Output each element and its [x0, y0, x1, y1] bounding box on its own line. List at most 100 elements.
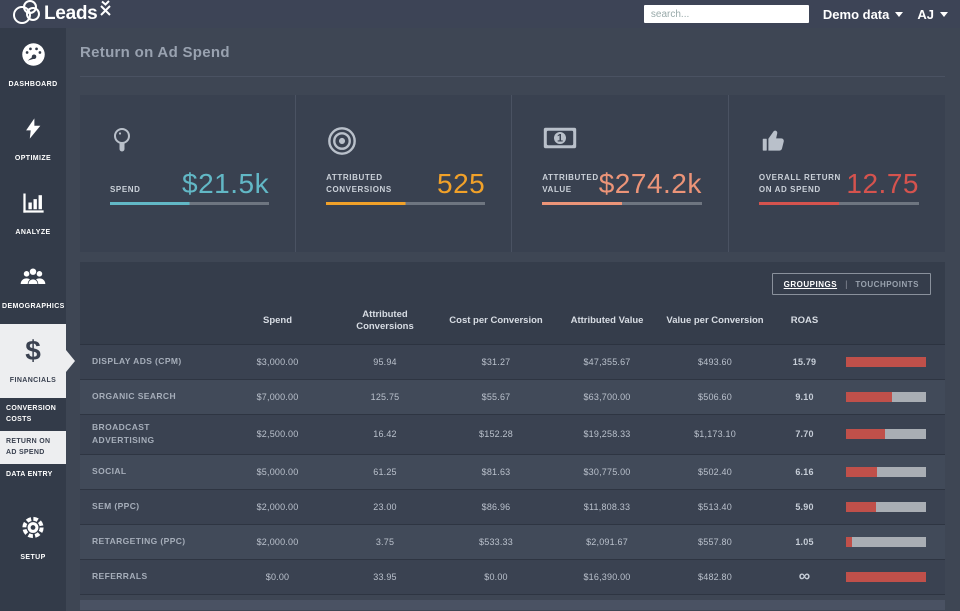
roas-bar — [846, 501, 926, 512]
kpi-label: OVERALL RETURN ON AD SPEND — [758, 173, 841, 195]
roas-cell: 1.05 — [795, 536, 814, 547]
sidebar-item-label: ANALYZE — [15, 229, 51, 236]
sidebar-item-optimize[interactable]: OPTIMIZE — [0, 102, 66, 176]
value-per-conversion-cell: $493.60 — [698, 356, 732, 367]
conversions-cell: 23.00 — [373, 501, 397, 512]
title-divider — [80, 76, 945, 77]
cost-per-conversion-cell: $55.67 — [481, 391, 511, 402]
sidebar-item-financials[interactable]: $ FINANCIALS — [0, 324, 75, 398]
table-row: RETARGETING (PPC) $2,000.00 3.75 $533.33… — [80, 524, 945, 560]
table-row: SEM (PPC) $2,000.00 23.00 $86.96 $11,808… — [80, 489, 945, 525]
account-menu-label: Demo data — [822, 6, 890, 22]
table-row: SOCIAL $5,000.00 61.25 $81.63 $30,775.00… — [80, 454, 945, 490]
sidebar-item-label: SETUP — [20, 553, 46, 561]
cost-per-conversion-cell: $86.96 — [481, 501, 511, 512]
spend-cell: $3,000.00 — [256, 356, 299, 367]
channel-cell: DISPLAY ADS (CPM) — [92, 355, 182, 366]
conversions-cell: 61.25 — [373, 466, 397, 477]
kpi-panel: SPEND $21.5k ATTRIBUTED CONVERSIONS 525 — [80, 95, 945, 252]
roas-bar-fill — [846, 501, 876, 512]
conversions-cell: 16.42 — [373, 429, 397, 440]
kpi-value: $21.5k — [182, 168, 270, 199]
toggle-separator: | — [845, 279, 848, 289]
channel-cell: BROADCAST ADVERTISING — [92, 421, 155, 446]
spend-cell: $2,500.00 — [256, 429, 299, 440]
value-per-conversion-cell: $513.40 — [698, 501, 732, 512]
table-row: BROADCAST ADVERTISING $2,500.00 16.42 $1… — [80, 414, 945, 455]
toggle-touchpoints[interactable]: TOUCHPOINTS — [855, 279, 919, 289]
column-header-bar — [841, 313, 945, 331]
table-header-row: Spend Attributed Conversions Cost per Co… — [80, 299, 945, 345]
roas-bar — [846, 391, 926, 402]
sidebar: DASHBOARD OPTIMIZE ANALYZE — [0, 28, 75, 611]
spend-cell: $7,000.00 — [256, 391, 299, 402]
roas-bar-fill — [846, 391, 892, 402]
channel-cell: SEM (PPC) — [92, 501, 140, 512]
toggle-groupings[interactable]: GROUPINGS — [783, 279, 838, 289]
dollar-icon: $ — [25, 335, 41, 366]
roas-bar-fill — [846, 571, 926, 582]
table-body: DISPLAY ADS (CPM) $3,000.00 95.94 $31.27… — [80, 344, 945, 595]
sidebar-item-label: FINANCIALS — [9, 377, 57, 384]
column-header-spend: Spend — [262, 315, 293, 327]
cost-per-conversion-cell: $0.00 — [484, 571, 508, 582]
roas-bar — [846, 466, 926, 477]
sidebar-subitem-data-entry[interactable]: DATA ENTRY — [6, 471, 53, 478]
spend-cell: $2,000.00 — [256, 536, 299, 547]
attributed-value-cell: $11,808.33 — [583, 501, 631, 512]
sidebar-item-label: OPTIMIZE — [14, 155, 52, 162]
value-per-conversion-cell: $1,173.10 — [694, 429, 736, 440]
page-title: Return on Ad Spend — [80, 44, 230, 61]
attributed-value-cell: $47,355.67 — [583, 356, 631, 367]
user-menu[interactable]: AJ — [917, 7, 948, 22]
chevron-down-icon — [895, 11, 904, 17]
conversions-cell: 95.94 — [373, 356, 397, 367]
table-row: DISPLAY ADS (CPM) $3,000.00 95.94 $31.27… — [80, 344, 945, 380]
gauge-icon — [2, 41, 64, 68]
sidebar-item-setup[interactable]: SETUP — [0, 501, 66, 575]
kpi-label: SPEND — [110, 185, 141, 195]
sidebar-item-analyze[interactable]: ANALYZE — [0, 176, 66, 250]
rx-mark-icon — [99, 0, 112, 21]
kpi-card-overall-roas: OVERALL RETURN ON AD SPEND 12.75 — [729, 95, 945, 252]
gear-icon — [2, 514, 64, 541]
table-row: REFERRALS $0.00 33.95 $0.00 $16,390.00 $… — [80, 559, 945, 595]
cost-per-conversion-cell: $31.27 — [481, 356, 511, 367]
value-per-conversion-cell: $506.60 — [698, 391, 732, 402]
thumbs-up-icon — [759, 125, 919, 159]
target-icon — [326, 125, 485, 159]
roas-bar-fill — [846, 536, 852, 547]
topbar: Leads Demo data AJ — [0, 0, 960, 28]
attributed-value-cell: $30,775.00 — [583, 466, 631, 477]
channel-cell: ORGANIC SEARCH — [92, 390, 176, 401]
roas-bar — [846, 356, 926, 367]
roas-cell: 5.90 — [795, 501, 814, 512]
value-per-conversion-cell: $502.40 — [698, 466, 732, 477]
attributed-value-cell: $19,258.33 — [583, 429, 631, 440]
cost-per-conversion-cell: $533.33 — [479, 536, 513, 547]
sidebar-item-demographics[interactable]: DEMOGRAPHICS — [0, 250, 66, 324]
conversions-cell: 3.75 — [375, 536, 395, 547]
lightbulb-icon — [110, 125, 269, 159]
roas-bar-fill — [846, 429, 886, 440]
sidebar-subitem-return-on-ad-spend[interactable]: RETURN ON AD SPEND — [0, 431, 66, 464]
people-icon — [2, 263, 64, 290]
attributed-value-cell: $2,091.67 — [586, 536, 628, 547]
attributed-value-cell: $63,700.00 — [583, 391, 631, 402]
search-input[interactable] — [643, 5, 809, 23]
bolt-icon — [2, 115, 64, 142]
sidebar-item-dashboard[interactable]: DASHBOARD — [0, 28, 66, 102]
column-header-value-per-conversion: Value per Conversion — [666, 315, 764, 327]
sidebar-subitem-conversion-costs[interactable]: CONVERSION COSTS — [6, 405, 57, 423]
column-header-attributed-value: Attributed Value — [570, 315, 644, 327]
kpi-value: $274.2k — [598, 168, 702, 199]
roas-cell: ∞ — [798, 567, 811, 585]
spend-cell: $2,000.00 — [256, 501, 299, 512]
column-header — [80, 313, 225, 331]
roas-bar — [846, 429, 926, 440]
kpi-card-spend: SPEND $21.5k — [80, 95, 297, 252]
kpi-value: 12.75 — [846, 168, 919, 199]
next-section-edge — [80, 599, 945, 610]
sidebar-item-label: DASHBOARD — [8, 81, 58, 88]
account-menu[interactable]: Demo data — [822, 6, 904, 22]
